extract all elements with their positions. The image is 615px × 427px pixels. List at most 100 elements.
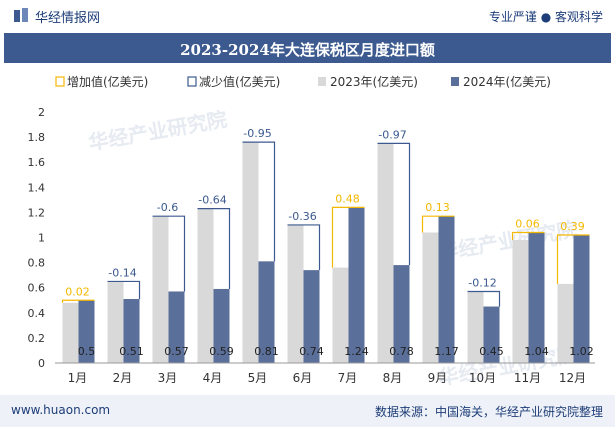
footer: www.huaon.com 数据来源：中国海关，华经产业研究院整理 <box>0 395 615 427</box>
bar-2023 <box>152 216 169 363</box>
x-tick-label: 5月 <box>248 371 268 385</box>
bar-2023 <box>242 142 259 363</box>
bar-value-label: 0.51 <box>119 345 144 358</box>
bar-2024 <box>168 291 185 363</box>
bar-2023 <box>107 281 124 363</box>
x-tick-label: 7月 <box>338 371 358 385</box>
change-label: 0.48 <box>335 192 360 205</box>
bar-2024 <box>303 270 320 363</box>
footer-source: 数据来源：中国海关，华经产业研究院整理 <box>374 405 603 419</box>
bar-value-label: 0.57 <box>164 345 189 358</box>
bar-2024 <box>393 265 410 363</box>
bars-group: 0.02 0.5 -0.14 0.51 -0.6 0.57 -0.64 0.59 -0.95 0.… <box>61 127 594 363</box>
x-tick-label: 3月 <box>158 371 178 385</box>
bar-value-label: 0.81 <box>254 345 279 358</box>
decrease-bracket <box>107 280 141 299</box>
change-label: -0.12 <box>468 276 496 289</box>
decrease-bracket <box>377 142 411 266</box>
decrease-bracket <box>152 215 186 292</box>
bar-2023 <box>512 240 529 363</box>
legend-label-decrease: 减少值(亿美元) <box>199 74 280 89</box>
legend-label-2024: 2024年(亿美元) <box>463 74 551 89</box>
x-tick-label: 11月 <box>514 371 541 385</box>
bar-value-label: 0.45 <box>479 345 504 358</box>
bar-2024 <box>258 261 275 363</box>
bar-value-label: 0.5 <box>78 345 96 358</box>
y-tick-label: 0.8 <box>28 257 46 270</box>
bar-2023 <box>467 291 484 363</box>
legend-label-increase: 增加值(亿美元) <box>67 74 148 89</box>
increase-bracket <box>556 234 590 284</box>
y-tick-label: 1.2 <box>28 206 46 219</box>
change-label: -0.6 <box>157 201 178 214</box>
bar-2023 <box>557 283 574 363</box>
chart-legend: 增加值(亿美元) 减少值(亿美元) 2023年(亿美元) 2024年(亿美元) <box>55 74 551 89</box>
bar-value-label: 1.17 <box>434 345 459 358</box>
y-tick-label: 0.6 <box>28 282 46 295</box>
bar-value-label: 1.24 <box>344 345 369 358</box>
increase-bracket <box>61 299 95 303</box>
bar-2023 <box>377 143 394 363</box>
bar-2023 <box>422 232 439 363</box>
bar-value-label: 0.78 <box>389 345 414 358</box>
bar-2023 <box>332 267 349 363</box>
footer-url[interactable]: www.huaon.com <box>11 403 111 417</box>
chart-title-bar: 2023-2024年大连保税区月度进口额 <box>4 33 611 63</box>
increase-bracket <box>421 215 455 233</box>
bar-2024 <box>78 300 95 363</box>
bar-chart: 华经产业研究院 华经产业研究院 华经产业研究院 增加值(亿美元) 减少值(亿美元… <box>28 74 595 390</box>
change-label: -0.36 <box>288 210 316 223</box>
change-label: -0.14 <box>108 266 136 279</box>
bar-value-label: 1.04 <box>524 345 549 358</box>
legend-item-2023: 2023年(亿美元) <box>318 74 418 89</box>
bar-2024 <box>483 306 500 363</box>
x-tick-label: 12月 <box>559 371 586 385</box>
bar-value-label: 1.02 <box>569 345 594 358</box>
x-tick-label: 2月 <box>113 371 133 385</box>
x-tick-label: 10月 <box>469 371 496 385</box>
change-label: 0.13 <box>425 201 450 214</box>
increase-bracket <box>511 231 545 241</box>
y-tick-label: 1 <box>38 232 45 245</box>
change-label: -0.97 <box>378 128 406 141</box>
y-tick-label: 0 <box>38 357 45 370</box>
bar-value-label: 0.74 <box>299 345 324 358</box>
bar-2024 <box>348 207 365 363</box>
bar-value-label: 0.59 <box>209 345 234 358</box>
bar-2023 <box>197 208 214 363</box>
y-tick-label: 1.4 <box>28 181 46 194</box>
y-tick-label: 2 <box>38 106 45 119</box>
decrease-bracket <box>197 208 231 289</box>
watermark-text: 华经产业研究院 <box>87 107 229 155</box>
legend-item-2024: 2024年(亿美元) <box>451 74 551 89</box>
legend-swatch-increase <box>55 76 65 87</box>
x-tick-label: 8月 <box>383 371 403 385</box>
legend-label-2023: 2023年(亿美元) <box>330 74 418 89</box>
huajing-logo-icon <box>14 8 28 22</box>
legend-swatch-2023 <box>318 77 326 86</box>
y-tick-label: 0.2 <box>28 332 46 345</box>
bar-2024 <box>123 298 140 363</box>
x-axis: 1月 2月 3月 4月 5月 6月 7月 8月 9月 10月 11月 12月 <box>68 371 586 385</box>
tagline: 专业严谨 ● 客观科学 <box>488 10 603 24</box>
decrease-bracket <box>287 224 321 271</box>
y-tick-label: 1.6 <box>28 156 46 169</box>
x-tick-label: 9月 <box>428 371 448 385</box>
y-tick-label: 1.8 <box>28 131 46 144</box>
legend-swatch-2024 <box>451 77 459 86</box>
site-name[interactable]: 华经情报网 <box>35 11 101 26</box>
bar-2024 <box>213 288 230 363</box>
bar-2024 <box>528 232 545 363</box>
decrease-bracket <box>467 290 501 307</box>
legend-item-increase: 增加值(亿美元) <box>55 74 148 89</box>
increase-bracket <box>331 206 365 268</box>
change-label: 0.02 <box>65 285 90 298</box>
change-label: 0.39 <box>560 220 585 233</box>
change-label: -0.95 <box>243 127 271 140</box>
change-label: 0.06 <box>515 217 540 230</box>
x-tick-label: 6月 <box>293 371 313 385</box>
x-tick-label: 1月 <box>68 371 88 385</box>
bar-2023 <box>287 224 304 363</box>
legend-item-decrease: 减少值(亿美元) <box>187 74 280 89</box>
legend-swatch-decrease <box>187 76 197 87</box>
